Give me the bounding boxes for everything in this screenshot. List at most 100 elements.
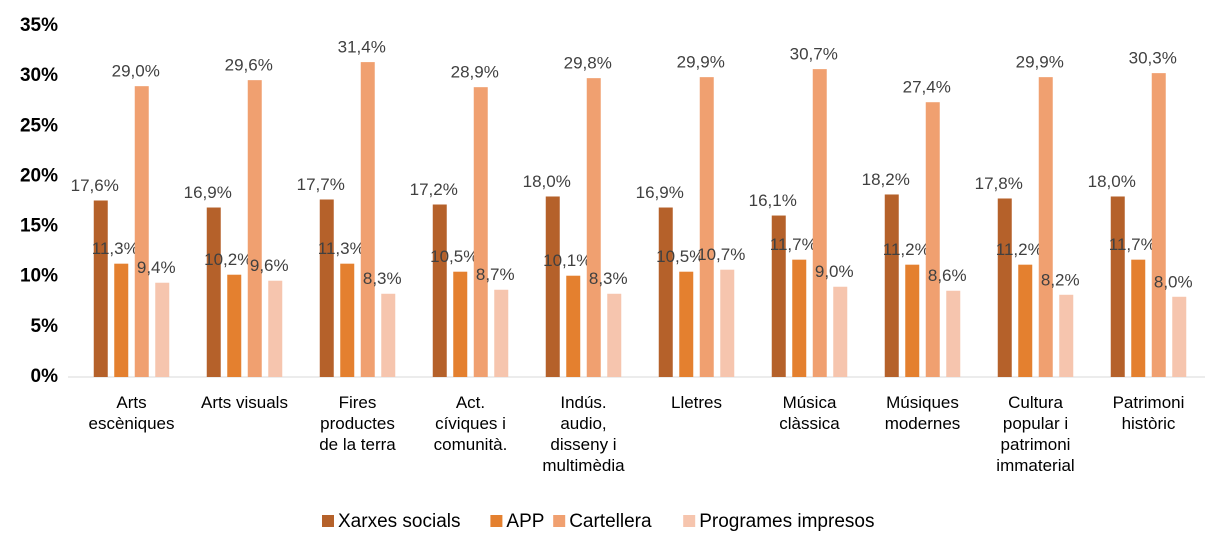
data-label: 10,2% <box>204 250 252 269</box>
data-label: 8,6% <box>928 266 967 285</box>
bar <box>771 215 786 377</box>
bar <box>1172 296 1187 377</box>
bar <box>340 263 355 377</box>
bar <box>833 286 848 377</box>
bar <box>946 290 961 377</box>
bar <box>268 280 283 377</box>
data-label: 11,2% <box>883 240 930 259</box>
y-tick-label: 5% <box>31 316 59 337</box>
data-label: 29,8% <box>564 54 612 73</box>
bar <box>114 263 129 377</box>
legend-swatch <box>322 515 334 527</box>
bar <box>432 204 447 377</box>
data-label: 11,7% <box>1109 235 1156 254</box>
bar <box>1038 77 1053 377</box>
data-label: 29,0% <box>112 62 160 81</box>
bar <box>925 102 940 378</box>
data-label: 17,6% <box>71 176 119 195</box>
x-tick-label: Cultura popular i patrimoni immaterial <box>996 393 1075 475</box>
y-tick-label: 0% <box>31 366 59 387</box>
data-label: 27,4% <box>903 78 951 97</box>
x-tick-label: Arts visuals <box>201 393 288 412</box>
x-tick-label: Patrimoni històric <box>1112 393 1185 433</box>
x-tick-label: Arts escèniques <box>88 393 175 433</box>
legend-label: Cartellera <box>569 511 652 532</box>
data-label: 11,3% <box>318 239 365 258</box>
legend-swatch <box>553 515 566 527</box>
y-tick-label: 35% <box>20 15 58 36</box>
bar <box>792 259 807 377</box>
y-tick-label: 10% <box>20 266 58 287</box>
bar <box>227 274 242 377</box>
y-tick-label: 30% <box>20 65 58 86</box>
bar <box>134 86 149 378</box>
bar <box>699 77 714 377</box>
x-tick-label: Músiques modernes <box>884 393 961 433</box>
x-tick-label: Lletres <box>670 393 723 412</box>
data-label: 10,5% <box>656 247 704 266</box>
data-label: 8,7% <box>476 265 515 284</box>
data-label: 8,0% <box>1154 272 1193 291</box>
data-label: 16,9% <box>636 183 684 202</box>
bar <box>1018 264 1033 377</box>
data-label: 9,4% <box>137 258 176 277</box>
data-label: 11,3% <box>92 239 139 258</box>
data-label: 17,2% <box>410 180 458 199</box>
data-label: 16,1% <box>749 191 797 210</box>
bar <box>93 200 108 377</box>
data-label: 29,6% <box>225 56 273 75</box>
bar <box>1131 259 1146 377</box>
bar <box>607 293 622 377</box>
data-label: 30,7% <box>790 45 838 64</box>
bar <box>905 264 920 377</box>
bar <box>155 282 170 377</box>
data-label: 11,2% <box>996 240 1043 259</box>
data-label: 8,3% <box>363 269 402 288</box>
data-label: 10,5% <box>430 247 478 266</box>
bar <box>884 194 899 377</box>
bar <box>360 62 375 378</box>
data-label: 18,2% <box>862 170 910 189</box>
data-label: 16,9% <box>184 183 232 202</box>
x-tick-label: Música clàssica <box>779 393 840 433</box>
bar <box>1110 196 1125 377</box>
legend-label: Xarxes socials <box>338 511 461 532</box>
bar <box>720 269 735 377</box>
bar <box>381 293 396 377</box>
data-label: 29,9% <box>677 53 725 72</box>
y-tick-label: 25% <box>20 115 58 136</box>
bar <box>206 207 221 377</box>
data-label: 17,8% <box>975 174 1023 193</box>
data-label: 8,2% <box>1041 270 1080 289</box>
bar <box>679 271 694 377</box>
bar <box>247 80 262 377</box>
bar <box>1151 73 1166 378</box>
x-tick-label: Act. cíviques i comunità. <box>433 393 508 454</box>
y-tick-label: 20% <box>20 165 58 186</box>
data-label: 10,7% <box>697 245 745 264</box>
bar <box>812 69 827 377</box>
bar <box>545 196 560 377</box>
data-label: 9,6% <box>250 256 289 275</box>
bar <box>473 87 488 377</box>
bar <box>997 198 1012 377</box>
legend-label: APP <box>506 511 544 532</box>
data-label: 8,3% <box>589 269 628 288</box>
data-label: 17,7% <box>297 175 345 194</box>
data-label: 18,0% <box>523 172 571 191</box>
bar <box>453 271 468 377</box>
y-tick-label: 15% <box>20 216 58 237</box>
bar <box>566 275 581 377</box>
legend-swatch <box>683 515 696 527</box>
bar <box>1059 294 1074 377</box>
legend-label: Programes impresos <box>699 511 874 532</box>
data-label: 31,4% <box>338 38 386 57</box>
bar <box>319 199 334 377</box>
data-label: 11,7% <box>770 235 817 254</box>
bar <box>658 207 673 377</box>
bar <box>494 289 509 377</box>
data-label: 18,0% <box>1088 172 1136 191</box>
data-label: 29,9% <box>1016 53 1064 72</box>
